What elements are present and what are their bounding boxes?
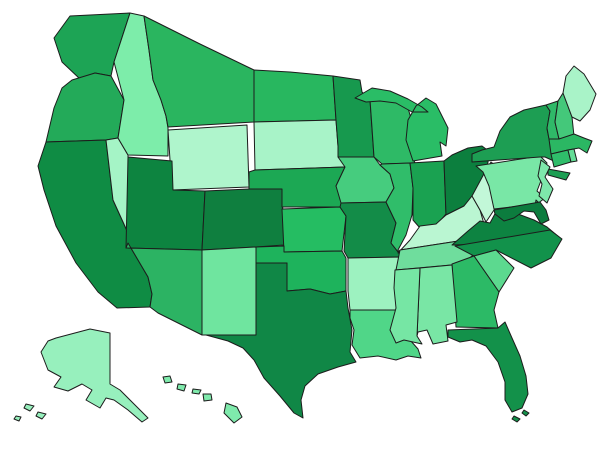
state-maine — [562, 65, 597, 122]
state-minnesota — [332, 75, 375, 158]
state-texas — [205, 262, 357, 419]
state-michigan — [354, 87, 449, 162]
state-indiana — [409, 160, 447, 229]
state-new-mexico — [201, 246, 258, 336]
state-south-dakota — [253, 119, 346, 171]
state-mississippi — [389, 267, 423, 345]
state-alaska — [13, 328, 149, 423]
state-wyoming — [167, 124, 250, 191]
state-north-dakota — [253, 69, 337, 123]
state-rhode-island — [567, 148, 578, 163]
state-kansas — [281, 206, 347, 253]
state-montana — [143, 15, 255, 128]
state-georgia — [451, 255, 500, 329]
state-maryland — [493, 201, 550, 225]
state-colorado — [201, 186, 285, 251]
state-new-jersey — [537, 159, 554, 204]
state-hawaii — [162, 375, 243, 424]
state-oregon — [45, 72, 125, 143]
state-florida — [447, 321, 530, 423]
